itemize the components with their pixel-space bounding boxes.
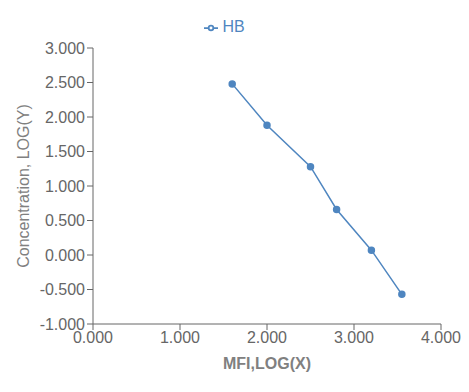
svg-text:2.500: 2.500 [45,74,85,91]
svg-text:MFI,LOG(X): MFI,LOG(X) [223,355,311,372]
svg-text:-0.500: -0.500 [40,281,85,298]
svg-text:3.000: 3.000 [45,40,85,57]
svg-text:2.000: 2.000 [247,329,287,346]
svg-text:1.000: 1.000 [45,178,85,195]
html-text:HB: HB [222,18,245,35]
svg-text:4.000: 4.000 [421,329,461,346]
svg-text:1.000: 1.000 [160,329,200,346]
svg-text:2.000: 2.000 [45,109,85,126]
svg-text:0.000: 0.000 [45,247,85,264]
svg-text:0.000: 0.000 [73,329,113,347]
svg-text:3.000: 3.000 [334,329,374,346]
svg-text:1.500: 1.500 [45,143,85,160]
svg-text:Concentration, LOG(Y): Concentration, LOG(Y) [15,104,32,268]
svg-text:0.500: 0.500 [45,212,85,229]
svg-text:-1.000: -1.000 [40,316,85,333]
